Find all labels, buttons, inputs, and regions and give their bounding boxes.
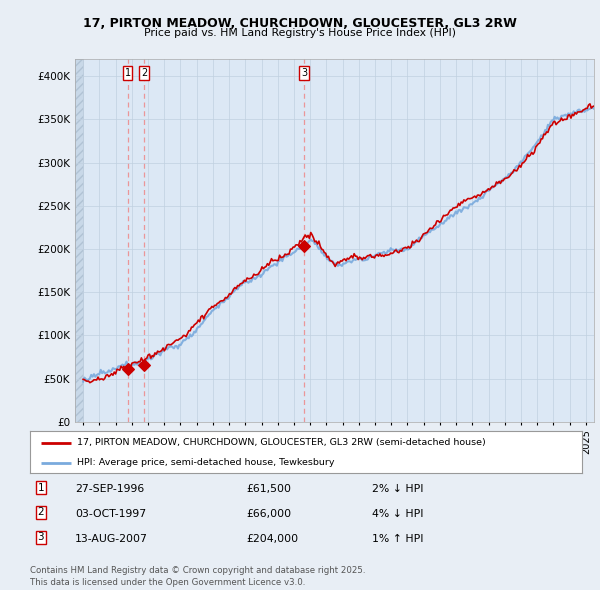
Point [123, 364, 133, 373]
Text: 2: 2 [37, 507, 44, 517]
Text: 27-SEP-1996: 27-SEP-1996 [75, 484, 144, 494]
Text: 3: 3 [301, 68, 307, 78]
Text: 17, PIRTON MEADOW, CHURCHDOWN, GLOUCESTER, GL3 2RW (semi-detached house): 17, PIRTON MEADOW, CHURCHDOWN, GLOUCESTE… [77, 438, 485, 447]
Point [139, 360, 149, 369]
Text: 1: 1 [37, 483, 44, 493]
Text: Price paid vs. HM Land Registry's House Price Index (HPI): Price paid vs. HM Land Registry's House … [144, 28, 456, 38]
Text: 2: 2 [141, 68, 147, 78]
Text: 1% ↑ HPI: 1% ↑ HPI [372, 534, 424, 544]
Point [299, 241, 309, 250]
Text: HPI: Average price, semi-detached house, Tewkesbury: HPI: Average price, semi-detached house,… [77, 458, 334, 467]
Bar [75, 59, 83, 422]
Text: 1: 1 [124, 68, 131, 78]
Text: 3: 3 [37, 532, 44, 542]
Text: £204,000: £204,000 [246, 534, 298, 544]
Text: £66,000: £66,000 [246, 509, 291, 519]
Text: £61,500: £61,500 [246, 484, 291, 494]
Text: 17, PIRTON MEADOW, CHURCHDOWN, GLOUCESTER, GL3 2RW: 17, PIRTON MEADOW, CHURCHDOWN, GLOUCESTE… [83, 17, 517, 30]
Text: 2% ↓ HPI: 2% ↓ HPI [372, 484, 424, 494]
Text: 03-OCT-1997: 03-OCT-1997 [75, 509, 146, 519]
Text: 13-AUG-2007: 13-AUG-2007 [75, 534, 148, 544]
Text: 4% ↓ HPI: 4% ↓ HPI [372, 509, 424, 519]
Text: Contains HM Land Registry data © Crown copyright and database right 2025.
This d: Contains HM Land Registry data © Crown c… [30, 566, 365, 587]
